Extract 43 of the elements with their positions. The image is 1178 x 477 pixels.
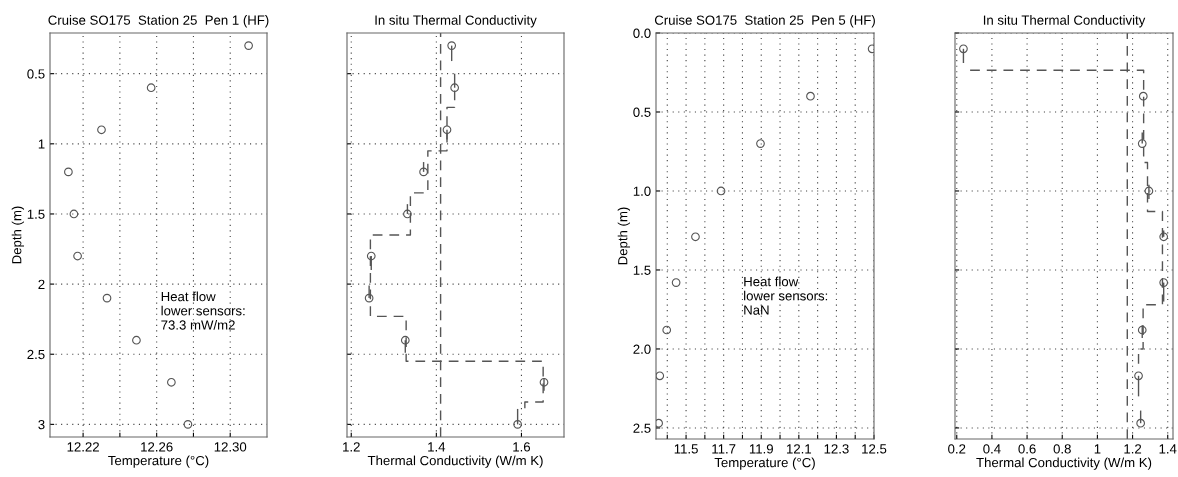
y-tick-label: 1.5 [633,265,651,275]
x-tick-label: 12.1 [786,444,812,454]
x-tick-label: 0.6 [1018,444,1036,454]
x-tick-label: 0.8 [1053,444,1071,454]
x-tick-label: 11.7 [712,444,736,454]
y-tick-label: 1.0 [633,186,651,196]
x-tick-label: 12.3 [824,444,849,454]
x-tick-label: 12.30 [214,442,247,452]
y-tick-label: 2.5 [27,349,45,360]
x-axis-title: Thermal Conductivity (W/m K) [976,457,1152,470]
x-tick-label: 12.26 [141,442,173,452]
y-tick-label: 2 [38,279,45,289]
y-tick-label: 1 [38,139,45,149]
x-tick-label: 1.6 [513,442,531,452]
x-tick-label: 12.5 [862,444,887,454]
x-tick-label: 1.4 [428,442,446,452]
y-tick-label: 2.5 [633,423,651,433]
y-axis-title: Depth (m) [617,207,631,265]
x-axis-title: Temperature (°C) [108,455,209,468]
chart-title: In situ Thermal Conductivity [983,15,1146,28]
chart-title: Cruise SO175 Station 25 Pen 1 (HF) [48,15,269,28]
x-tick-label: 12.22 [67,442,99,452]
x-tick-label: 11.5 [674,444,698,454]
y-tick-label: 0.0 [633,28,651,38]
x-tick-label: 1.4 [1159,444,1177,454]
x-axis-title: Thermal Conductivity (W/m K) [367,455,543,468]
annotation: Heat flow lower sensors: NaN [744,276,828,315]
y-axis-title: Depth (m) [11,206,25,264]
y-tick-label: 0.5 [633,107,651,117]
x-axis-title: Temperature (°C) [714,457,815,470]
x-tick-label: 11.9 [749,444,773,454]
y-tick-label: 3 [38,419,45,430]
x-tick-label: 1.2 [343,442,360,452]
x-tick-label: 0.4 [983,444,1001,454]
x-tick-label: 1 [1094,444,1101,454]
y-tick-label: 2.0 [633,344,651,354]
chart-title: Cruise SO175 Station 25 Pen 5 (HF) [654,15,875,28]
chart-title: In situ Thermal Conductivity [375,15,537,28]
y-tick-label: 0.5 [27,69,45,79]
y-tick-label: 1.5 [27,209,45,219]
annotation: Heat flow lower sensors: 73.3 mW/m2 [161,291,245,330]
x-tick-label: 1.2 [1124,444,1142,454]
x-tick-label: 0.2 [948,444,966,454]
